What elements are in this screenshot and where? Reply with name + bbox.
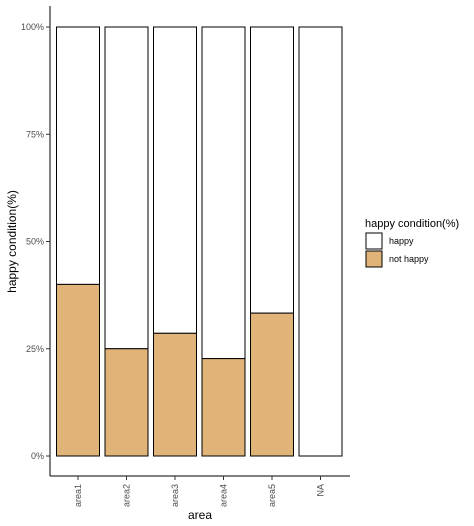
x-axis-title: area <box>188 508 212 522</box>
x-tick-label: area4 <box>219 484 229 507</box>
x-tick-label: area2 <box>122 484 132 507</box>
bar-segment-happy-area4 <box>201 26 246 360</box>
y-tick-label: 75% <box>26 129 44 139</box>
x-tick-label: area3 <box>170 484 180 507</box>
legend-key-not-happy <box>365 250 383 268</box>
bar-segment-not-happy-area5 <box>250 312 294 457</box>
bar-segment-not-happy-area1 <box>56 283 100 457</box>
bar-segment-happy-area5 <box>250 26 294 314</box>
y-tick-label: 100% <box>21 22 44 32</box>
legend-items: happy not happy <box>365 232 429 268</box>
legend-key-happy <box>365 232 383 250</box>
x-tick-label: area5 <box>267 484 277 507</box>
x-tick-label: NA <box>316 484 326 497</box>
legend-label: happy <box>389 236 414 246</box>
bar-segment-happy-area1 <box>56 26 100 285</box>
bar-segment-not-happy-area3 <box>153 332 197 457</box>
x-ticks: area1 area2 area3 area4 area5 NA <box>73 476 326 507</box>
bar-segment-happy-area3 <box>153 26 197 334</box>
x-tick-label: area1 <box>73 484 83 507</box>
y-ticks: 0% 25% 50% 75% 100% <box>21 22 50 461</box>
legend-label: not happy <box>389 254 429 264</box>
y-tick-label: 0% <box>31 451 44 461</box>
y-tick-label: 25% <box>26 344 44 354</box>
bars <box>56 26 343 457</box>
bar-segment-not-happy-area2 <box>104 348 149 457</box>
bar-segment-not-happy-area4 <box>201 358 246 457</box>
legend: happy condition(%) happy not happy <box>365 218 459 268</box>
legend-title: happy condition(%) <box>365 218 459 230</box>
bar-segment-happy-area2 <box>104 26 149 350</box>
y-tick-label: 50% <box>26 237 44 247</box>
bar-segment-happy-na <box>298 26 343 457</box>
y-axis-title: happy condition(%) <box>5 190 19 293</box>
